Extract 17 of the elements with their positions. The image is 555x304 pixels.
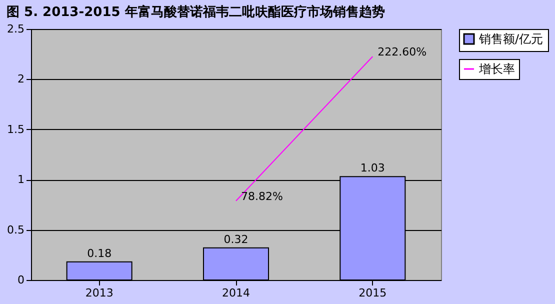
y-tick-label: 2.5 [7, 22, 24, 36]
y-tick-label: 1.5 [7, 122, 24, 136]
x-tick-label: 2015 [358, 286, 387, 300]
x-tick-label: 2013 [85, 286, 114, 300]
y-tick-label: 2 [18, 72, 24, 86]
legend-label: 增长率 [478, 62, 515, 76]
y-tick-label: 0 [18, 274, 24, 286]
data-label: 1.03 [360, 162, 385, 175]
legend-label: 销售额/亿元 [478, 32, 544, 46]
chart-title: 图 5. 2013-2015 年富马酸替诺福韦二吡呋酯医疗市场销售趋势 [6, 4, 385, 20]
y-tick-label: 0.5 [7, 223, 24, 236]
y-tick-label: 1 [18, 173, 24, 186]
data-label: 0.32 [224, 232, 248, 246]
x-tick-label: 2014 [222, 286, 250, 300]
data-label: 0.18 [87, 246, 112, 260]
data-label: 222.60% [378, 46, 427, 59]
data-label: 78.82% [241, 190, 283, 203]
